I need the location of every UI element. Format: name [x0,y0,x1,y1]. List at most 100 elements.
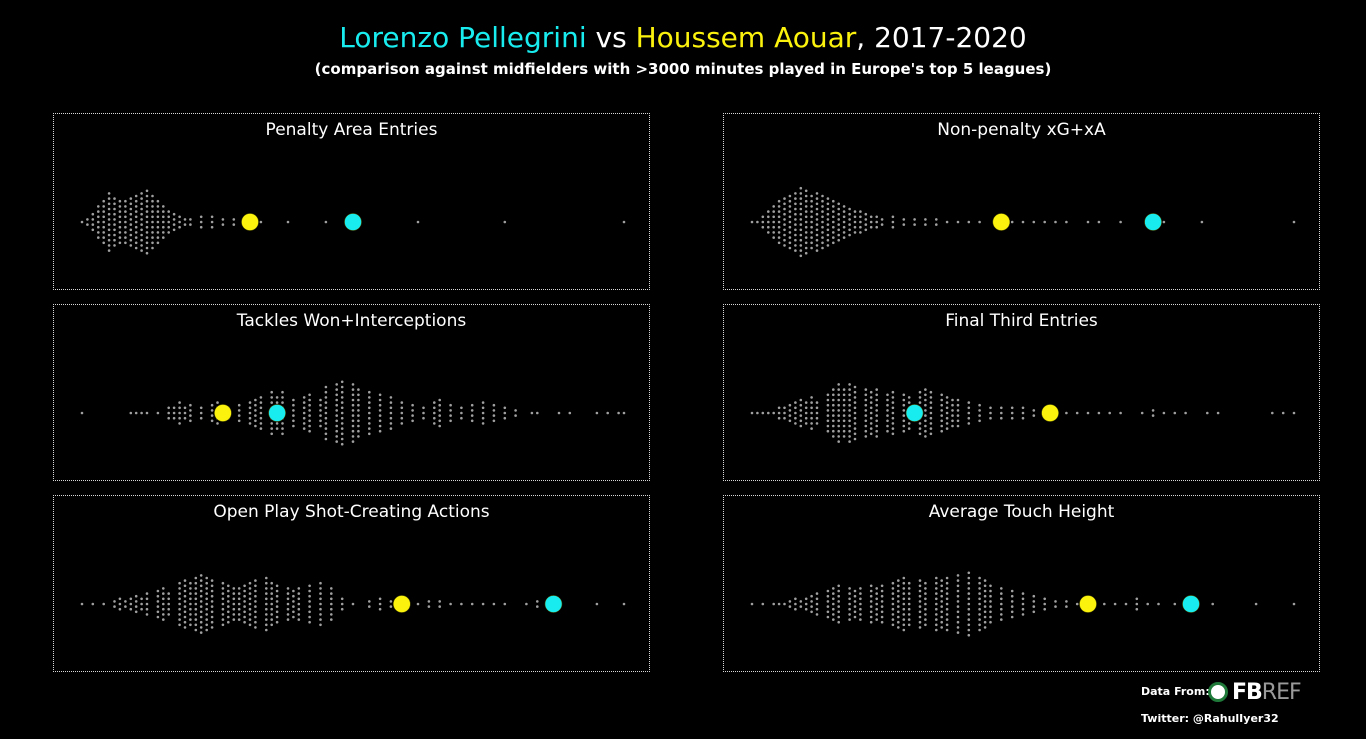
population-dot [124,605,127,608]
population-dot [118,225,122,229]
population-dot [189,618,192,621]
population-dot [821,215,824,219]
population-dot [595,411,599,415]
population-dot [237,602,241,606]
population-dot [254,579,257,582]
population-dot [853,432,857,436]
population-dot [275,422,279,425]
population-dot [826,233,830,237]
population-dot [794,192,797,195]
population-dot [145,231,149,234]
population-dot [864,228,868,232]
population-dot [869,396,873,399]
population-dot [815,602,819,606]
population-dot [216,422,219,425]
population-dot [897,600,900,603]
population-dot [837,435,840,438]
population-dot [832,236,835,239]
population-dot [902,409,906,412]
population-dot [875,613,878,616]
population-dot [265,618,268,621]
population-dot [248,406,252,410]
population-dot [945,592,949,595]
population-dot [124,220,127,224]
population-dot [1075,602,1079,606]
population-dot [875,592,878,595]
population-dot [1000,607,1003,611]
population-dot [319,419,322,423]
population-dot [340,602,344,606]
population-dot [189,592,192,595]
population-dot [275,615,279,619]
population-dot [967,576,971,580]
population-dot [918,615,922,619]
population-dot [1211,602,1214,606]
population-dot [221,607,225,611]
population-dot [804,246,808,250]
population-dot [837,419,840,423]
population-dot [945,597,949,601]
population-dot [853,600,857,603]
population-dot [902,618,906,621]
population-dot [324,390,328,394]
player1-marker [268,404,286,422]
population-dot [902,628,906,632]
population-dot [929,396,933,399]
population-dot [772,231,775,234]
population-dot [449,419,452,423]
population-dot [799,228,803,232]
population-dot [761,411,765,415]
population-dot [1043,220,1046,224]
population-dot [162,215,165,219]
population-dot [145,251,149,255]
population-dot [237,414,241,417]
population-dot [1086,411,1090,415]
population-dot [433,422,436,425]
population-dot [967,587,971,590]
population-dot [859,607,862,611]
population-dot [400,411,404,415]
population-dot [302,427,306,430]
population-dot [924,597,927,601]
population-dot [826,228,830,232]
population-dot [935,613,938,616]
population-dot [804,215,808,219]
population-dot [183,594,187,598]
population-dot [292,600,295,603]
population-dot [832,429,835,433]
population-dot [292,419,295,423]
population-dot [232,592,236,595]
population-dot [259,401,263,404]
population-dot [254,414,257,417]
population-dot [1000,618,1003,621]
population-dot [842,435,846,438]
population-dot [1010,411,1014,415]
population-dot [788,236,792,239]
population-dot [270,618,273,621]
population-dot [869,615,873,619]
population-dot [378,424,382,428]
population-dot [178,613,181,616]
population-dot [875,409,878,412]
population-dot [832,225,835,229]
population-dot [389,396,393,399]
population-dot [837,383,840,386]
population-dot [124,241,127,245]
population-dot [842,236,846,239]
population-dot [113,228,116,232]
population-dot [783,244,786,247]
population-dot [124,231,127,234]
population-dot [853,396,857,399]
population-dot [815,592,819,595]
population-dot [265,576,268,580]
population-dot [129,202,133,206]
population-dot [929,406,933,410]
population-dot [107,218,111,221]
population-dot [1010,416,1014,420]
population-dot [815,212,819,216]
population-dot [178,581,181,585]
population-dot [194,597,198,601]
population-dot [324,401,328,404]
population-dot [189,613,192,616]
population-dot [799,186,803,190]
